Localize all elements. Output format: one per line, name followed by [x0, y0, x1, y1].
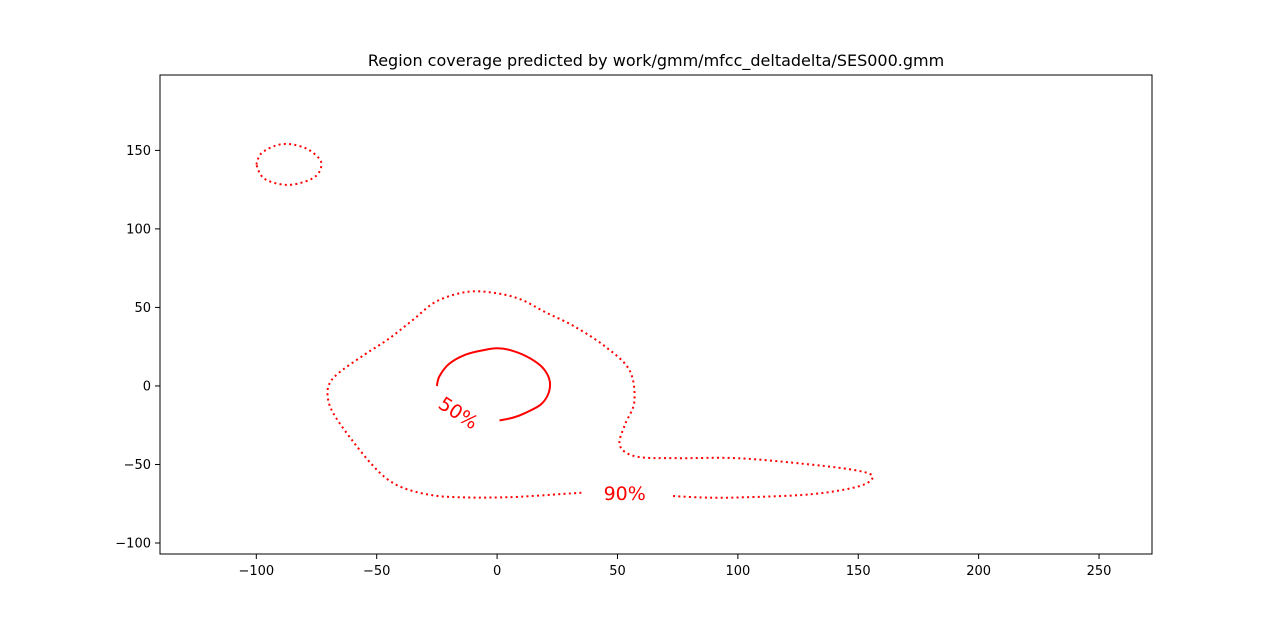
x-tick-label: 250 [1087, 564, 1112, 579]
plot-area-frame [159, 74, 1153, 555]
x-tick-label: 150 [846, 564, 871, 579]
y-tick-label: 100 [126, 222, 151, 237]
contour-label: 90% [604, 483, 646, 505]
contour-line-90pct [326, 290, 874, 499]
x-tick-label: 100 [725, 564, 750, 579]
x-tick-label: 0 [493, 564, 501, 579]
x-tick-label: −100 [238, 564, 274, 579]
contour-line-50pct [435, 347, 552, 422]
y-tick-label: −50 [124, 458, 151, 473]
y-tick-label: 150 [126, 144, 151, 159]
x-axis: −100 −50 0 50 100 150 200 250 [238, 554, 1111, 579]
y-axis: −100 −50 0 50 100 150 [115, 144, 160, 552]
x-tick-label: 200 [966, 564, 991, 579]
x-tick-label: −50 [363, 564, 390, 579]
contour-layer [255, 142, 874, 499]
x-tick-label: 50 [609, 564, 626, 579]
contour-line-90pct [255, 142, 323, 186]
y-tick-label: −100 [115, 537, 151, 552]
y-tick-label: 50 [134, 301, 151, 316]
y-tick-label: 0 [143, 379, 151, 394]
chart-title: Region coverage predicted by work/gmm/mf… [368, 51, 944, 71]
